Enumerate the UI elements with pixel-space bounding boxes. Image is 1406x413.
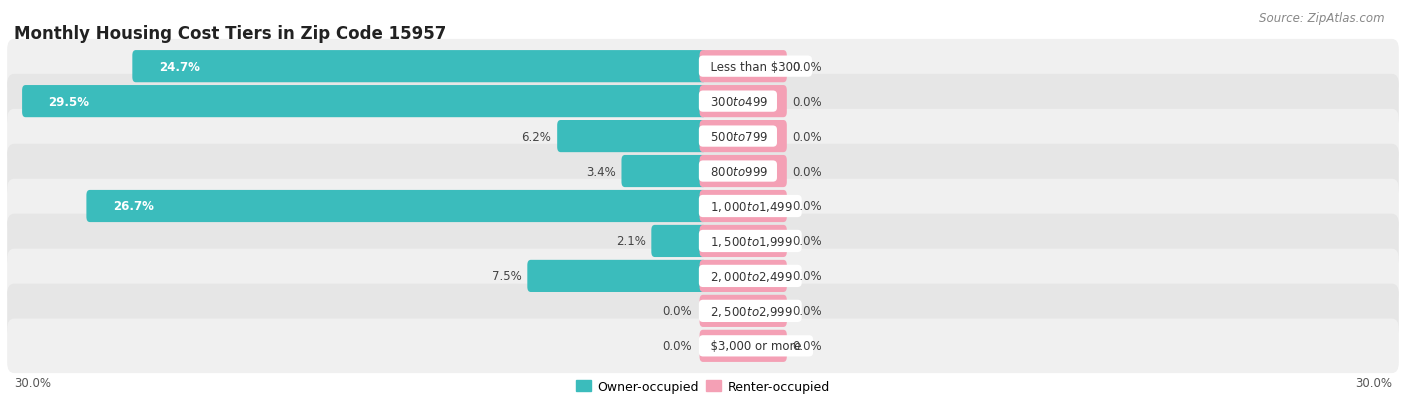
Text: 26.7%: 26.7% [112, 200, 153, 213]
FancyBboxPatch shape [700, 86, 787, 118]
FancyBboxPatch shape [7, 214, 1399, 268]
Text: 0.0%: 0.0% [793, 270, 823, 283]
Text: 0.0%: 0.0% [793, 339, 823, 352]
Text: 0.0%: 0.0% [793, 305, 823, 318]
FancyBboxPatch shape [86, 190, 706, 223]
FancyBboxPatch shape [700, 190, 787, 223]
Text: $800 to $999: $800 to $999 [703, 165, 773, 178]
Text: 30.0%: 30.0% [1355, 376, 1392, 389]
FancyBboxPatch shape [7, 319, 1399, 373]
Legend: Owner-occupied, Renter-occupied: Owner-occupied, Renter-occupied [571, 375, 835, 398]
FancyBboxPatch shape [7, 109, 1399, 164]
Text: 7.5%: 7.5% [492, 270, 522, 283]
Text: $2,000 to $2,499: $2,000 to $2,499 [703, 269, 797, 283]
FancyBboxPatch shape [132, 51, 706, 83]
FancyBboxPatch shape [700, 295, 787, 327]
Text: 3.4%: 3.4% [586, 165, 616, 178]
FancyBboxPatch shape [7, 75, 1399, 129]
FancyBboxPatch shape [7, 40, 1399, 94]
Text: 0.0%: 0.0% [662, 339, 692, 352]
FancyBboxPatch shape [621, 156, 706, 188]
FancyBboxPatch shape [527, 260, 706, 292]
FancyBboxPatch shape [557, 121, 706, 153]
Text: Less than $300: Less than $300 [703, 61, 808, 74]
Text: $300 to $499: $300 to $499 [703, 95, 773, 108]
FancyBboxPatch shape [700, 225, 787, 257]
Text: $3,000 or more: $3,000 or more [703, 339, 808, 352]
Text: 24.7%: 24.7% [159, 61, 200, 74]
FancyBboxPatch shape [7, 179, 1399, 234]
Text: $1,500 to $1,999: $1,500 to $1,999 [703, 235, 797, 248]
FancyBboxPatch shape [700, 156, 787, 188]
Text: 6.2%: 6.2% [522, 130, 551, 143]
Text: 2.1%: 2.1% [616, 235, 645, 248]
Text: 0.0%: 0.0% [793, 95, 823, 108]
Text: 0.0%: 0.0% [793, 165, 823, 178]
Text: 29.5%: 29.5% [48, 95, 90, 108]
Text: 30.0%: 30.0% [14, 376, 51, 389]
Text: Source: ZipAtlas.com: Source: ZipAtlas.com [1260, 12, 1385, 25]
Text: 0.0%: 0.0% [793, 235, 823, 248]
FancyBboxPatch shape [22, 86, 706, 118]
FancyBboxPatch shape [700, 330, 787, 362]
Text: $1,000 to $1,499: $1,000 to $1,499 [703, 199, 797, 214]
FancyBboxPatch shape [7, 249, 1399, 304]
Text: $2,500 to $2,999: $2,500 to $2,999 [703, 304, 797, 318]
Text: 0.0%: 0.0% [662, 305, 692, 318]
FancyBboxPatch shape [700, 260, 787, 292]
FancyBboxPatch shape [651, 225, 706, 257]
FancyBboxPatch shape [7, 284, 1399, 338]
FancyBboxPatch shape [7, 145, 1399, 199]
Text: $500 to $799: $500 to $799 [703, 130, 773, 143]
FancyBboxPatch shape [700, 51, 787, 83]
Text: 0.0%: 0.0% [793, 61, 823, 74]
Text: 0.0%: 0.0% [793, 130, 823, 143]
FancyBboxPatch shape [700, 121, 787, 153]
Text: 0.0%: 0.0% [793, 200, 823, 213]
Text: Monthly Housing Cost Tiers in Zip Code 15957: Monthly Housing Cost Tiers in Zip Code 1… [14, 24, 447, 43]
